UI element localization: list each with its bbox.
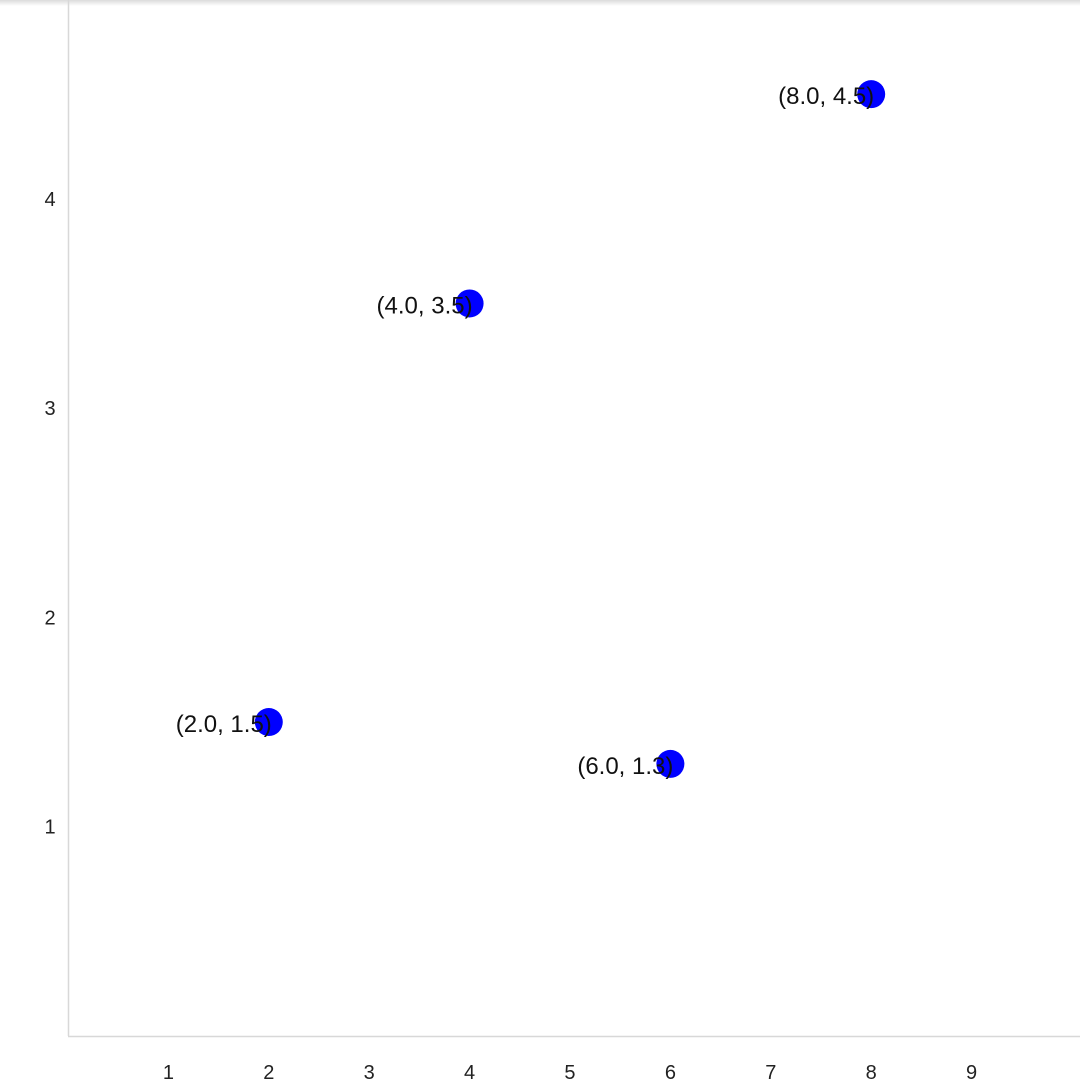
x-tick-label: 1 (163, 1062, 174, 1080)
x-tick-labels: 1 2 3 4 5 6 7 8 9 (163, 1062, 977, 1080)
x-tick-label: 3 (364, 1062, 375, 1080)
x-tick-label: 9 (966, 1062, 977, 1080)
x-tick-label: 7 (765, 1062, 776, 1080)
scatter-point (254, 708, 283, 737)
y-tick-label: 2 (44, 607, 55, 629)
x-tick-label: 6 (665, 1062, 676, 1080)
y-tick-label: 4 (44, 189, 55, 211)
y-tick-label: 1 (44, 817, 55, 839)
scatter-point (656, 749, 685, 778)
point-label: (6.0, 1.3) (577, 753, 673, 780)
data-labels: (2.0, 1.5) (4.0, 3.5) (6.0, 1.3) (8.0, 4.5) (176, 83, 874, 780)
point-label: (2.0, 1.5) (176, 711, 272, 738)
point-label: (4.0, 3.5) (377, 292, 473, 319)
x-tick-label: 8 (866, 1062, 877, 1080)
scatter-point (455, 289, 484, 318)
top-edge-shadow (0, 0, 1080, 6)
point-label: (8.0, 4.5) (778, 83, 874, 110)
x-tick-label: 5 (564, 1062, 575, 1080)
y-tick-labels: 1 2 3 4 (44, 189, 55, 839)
x-tick-label: 2 (263, 1062, 274, 1080)
x-tick-label: 4 (464, 1062, 475, 1080)
data-points (254, 80, 886, 778)
scatter-point (857, 80, 886, 109)
y-tick-label: 3 (44, 398, 55, 420)
